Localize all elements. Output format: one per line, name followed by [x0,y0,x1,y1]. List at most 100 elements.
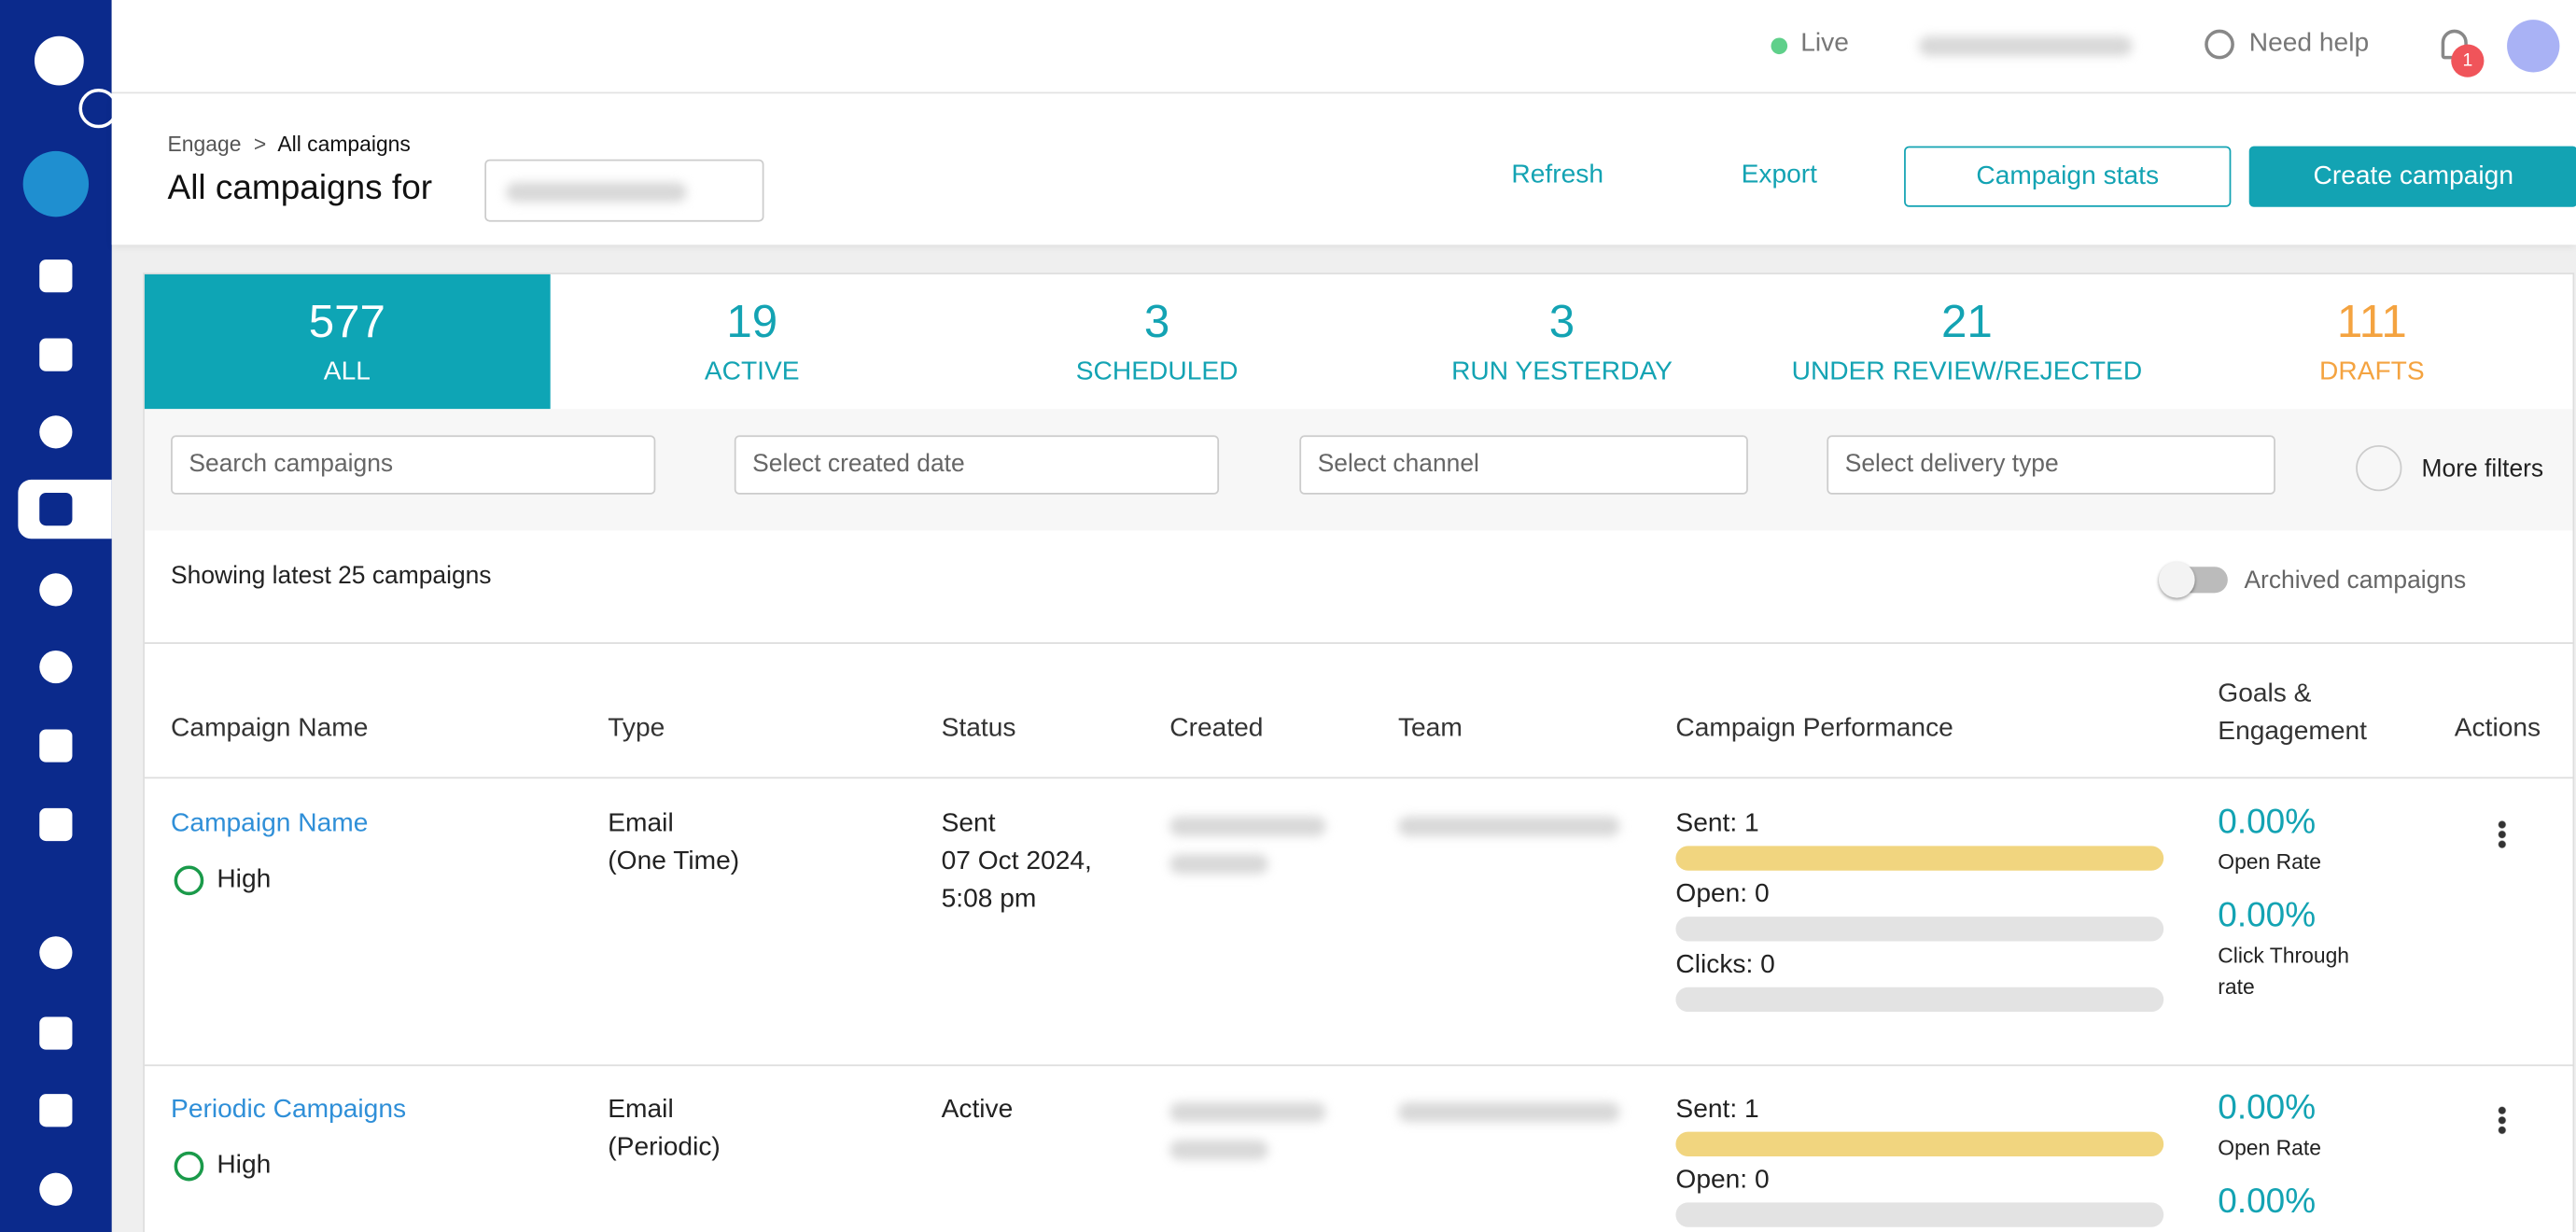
status-text: 5:08 pm [941,885,1037,914]
tab-count: 111 [2336,295,2407,347]
tab-label: ACTIVE [704,357,800,386]
environment-select[interactable]: Live [1800,29,1849,58]
archived-toggle[interactable] [2158,561,2228,598]
goal-value: 0.00% [2218,803,2317,842]
globe-icon [174,865,204,896]
logo [34,35,84,86]
nav-integrations[interactable] [39,936,73,970]
help-icon [2205,29,2234,60]
nav-templates[interactable] [39,807,73,842]
refresh-button[interactable]: Refresh [1511,161,1603,189]
delivery-select[interactable]: Select delivery type [1827,435,2275,495]
column-header: Type [608,714,665,743]
more-filters[interactable]: More filters [2421,455,2544,483]
page-header: Engage > All campaigns All campaigns for… [111,93,2576,245]
performance-bar [1675,987,2164,1013]
create-button[interactable] [22,150,90,217]
tab-count: 19 [726,295,778,347]
campaign-name-link[interactable]: Campaign Name [171,809,369,838]
status-text: Sent [941,809,996,838]
column-header: Status [941,714,1016,743]
app-select-blurred [506,182,687,203]
nav-settings[interactable] [39,1172,73,1206]
topbar: Live Need help 1 [111,0,2576,94]
filter-icon[interactable] [2356,444,2402,492]
goal-label: Click Through rate [2218,943,2350,1000]
nav-academy[interactable] [39,1016,73,1050]
header-divider [144,777,2573,779]
search-input[interactable]: Search campaigns [171,435,656,495]
nav-flows[interactable] [39,573,73,607]
priority: High [217,865,272,894]
campaign-stats-button[interactable]: Campaign stats [1904,146,2232,207]
status-tab[interactable]: 21 UNDER REVIEW/REJECTED [1764,274,2169,409]
team-blurred [1397,816,1620,836]
sidebar [0,0,119,1232]
status-tab[interactable]: 3 RUN YESTERDAY [1360,274,1765,409]
campaign-panel: 577 ALL 19 ACTIVE 3 SCHEDULED 3 RUN YESTERDAY 21… [143,273,2576,1232]
column-header: Created [1169,714,1264,743]
nav-personalize[interactable] [39,650,73,684]
status-tab[interactable]: 111 DRAFTS [2169,274,2574,409]
page-title: All campaigns for [167,169,433,207]
nav-content[interactable] [39,729,73,763]
performance-label: Open: 0 [1675,1166,1770,1195]
status-tab[interactable]: 577 ALL [144,273,550,410]
nav-dashboard[interactable] [39,259,73,293]
row-actions-menu[interactable] [2497,819,2508,849]
performance-bar [1675,1202,2164,1227]
breadcrumb-link[interactable]: Engage [167,131,242,157]
created-blurred [1169,854,1268,875]
channel-select[interactable]: Select channel [1299,435,1748,495]
export-button[interactable]: Export [1741,161,1818,189]
tab-count: 577 [308,295,385,347]
type-text: Email [608,1095,674,1124]
goal-value: 0.00% [2218,1088,2317,1127]
tab-label: DRAFTS [2318,357,2425,386]
app-select[interactable] [484,159,764,222]
tab-label: ALL [323,357,371,386]
status-tab[interactable]: 19 ACTIVE [550,274,955,409]
nav-analytics[interactable] [39,338,73,371]
column-header: Team [1397,714,1463,743]
goal-label: Open Rate [2218,1135,2321,1160]
breadcrumb: Engage > All campaigns [168,132,411,156]
row-divider [144,1064,2573,1067]
live-dot [1771,37,1788,55]
campaign-name-link[interactable]: Periodic Campaigns [171,1095,407,1124]
goal-value: 0.00% [2218,1183,2317,1221]
account-blurred[interactable] [1918,35,2133,56]
column-header: Actions [2454,714,2541,743]
performance-label: Open: 0 [1675,880,1770,909]
tab-count: 3 [1548,295,1575,347]
performance-label: Sent: 1 [1675,809,1759,838]
goal-value: 0.00% [2218,896,2317,935]
nav-engage-icon [39,493,73,526]
goal-label: Open Rate [2218,848,2321,875]
nav-developer[interactable] [39,1094,73,1127]
notification-badge: 1 [2451,44,2485,77]
date-input[interactable]: Select created date [734,435,1220,495]
toggle-knob [2158,561,2195,598]
performance-bar [1675,917,2164,942]
nav-segments[interactable] [39,415,73,449]
archived-label: Archived campaigns [2244,567,2467,595]
status-tab[interactable]: 3 SCHEDULED [955,274,1360,409]
help-menu[interactable]: Need help [2248,29,2370,58]
type-text: Email [608,809,674,838]
divider [144,642,2573,644]
created-blurred [1169,816,1326,836]
team-blurred [1397,1101,1620,1123]
column-header: Campaign Name [171,714,369,743]
status-tabs: 577 ALL 19 ACTIVE 3 SCHEDULED 3 RUN YESTERDAY 21… [144,273,2576,410]
column-header: Campaign Performance [1675,714,1953,743]
tab-label: UNDER REVIEW/REJECTED [1791,357,2143,386]
performance-bar [1675,846,2164,871]
tab-label: RUN YESTERDAY [1451,357,1673,386]
tab-count: 3 [1143,295,1170,347]
row-actions-menu[interactable] [2497,1105,2508,1136]
avatar[interactable] [2507,20,2560,73]
performance-label: Clicks: 0 [1675,951,1775,979]
create-campaign-button[interactable]: Create campaign [2248,146,2576,207]
